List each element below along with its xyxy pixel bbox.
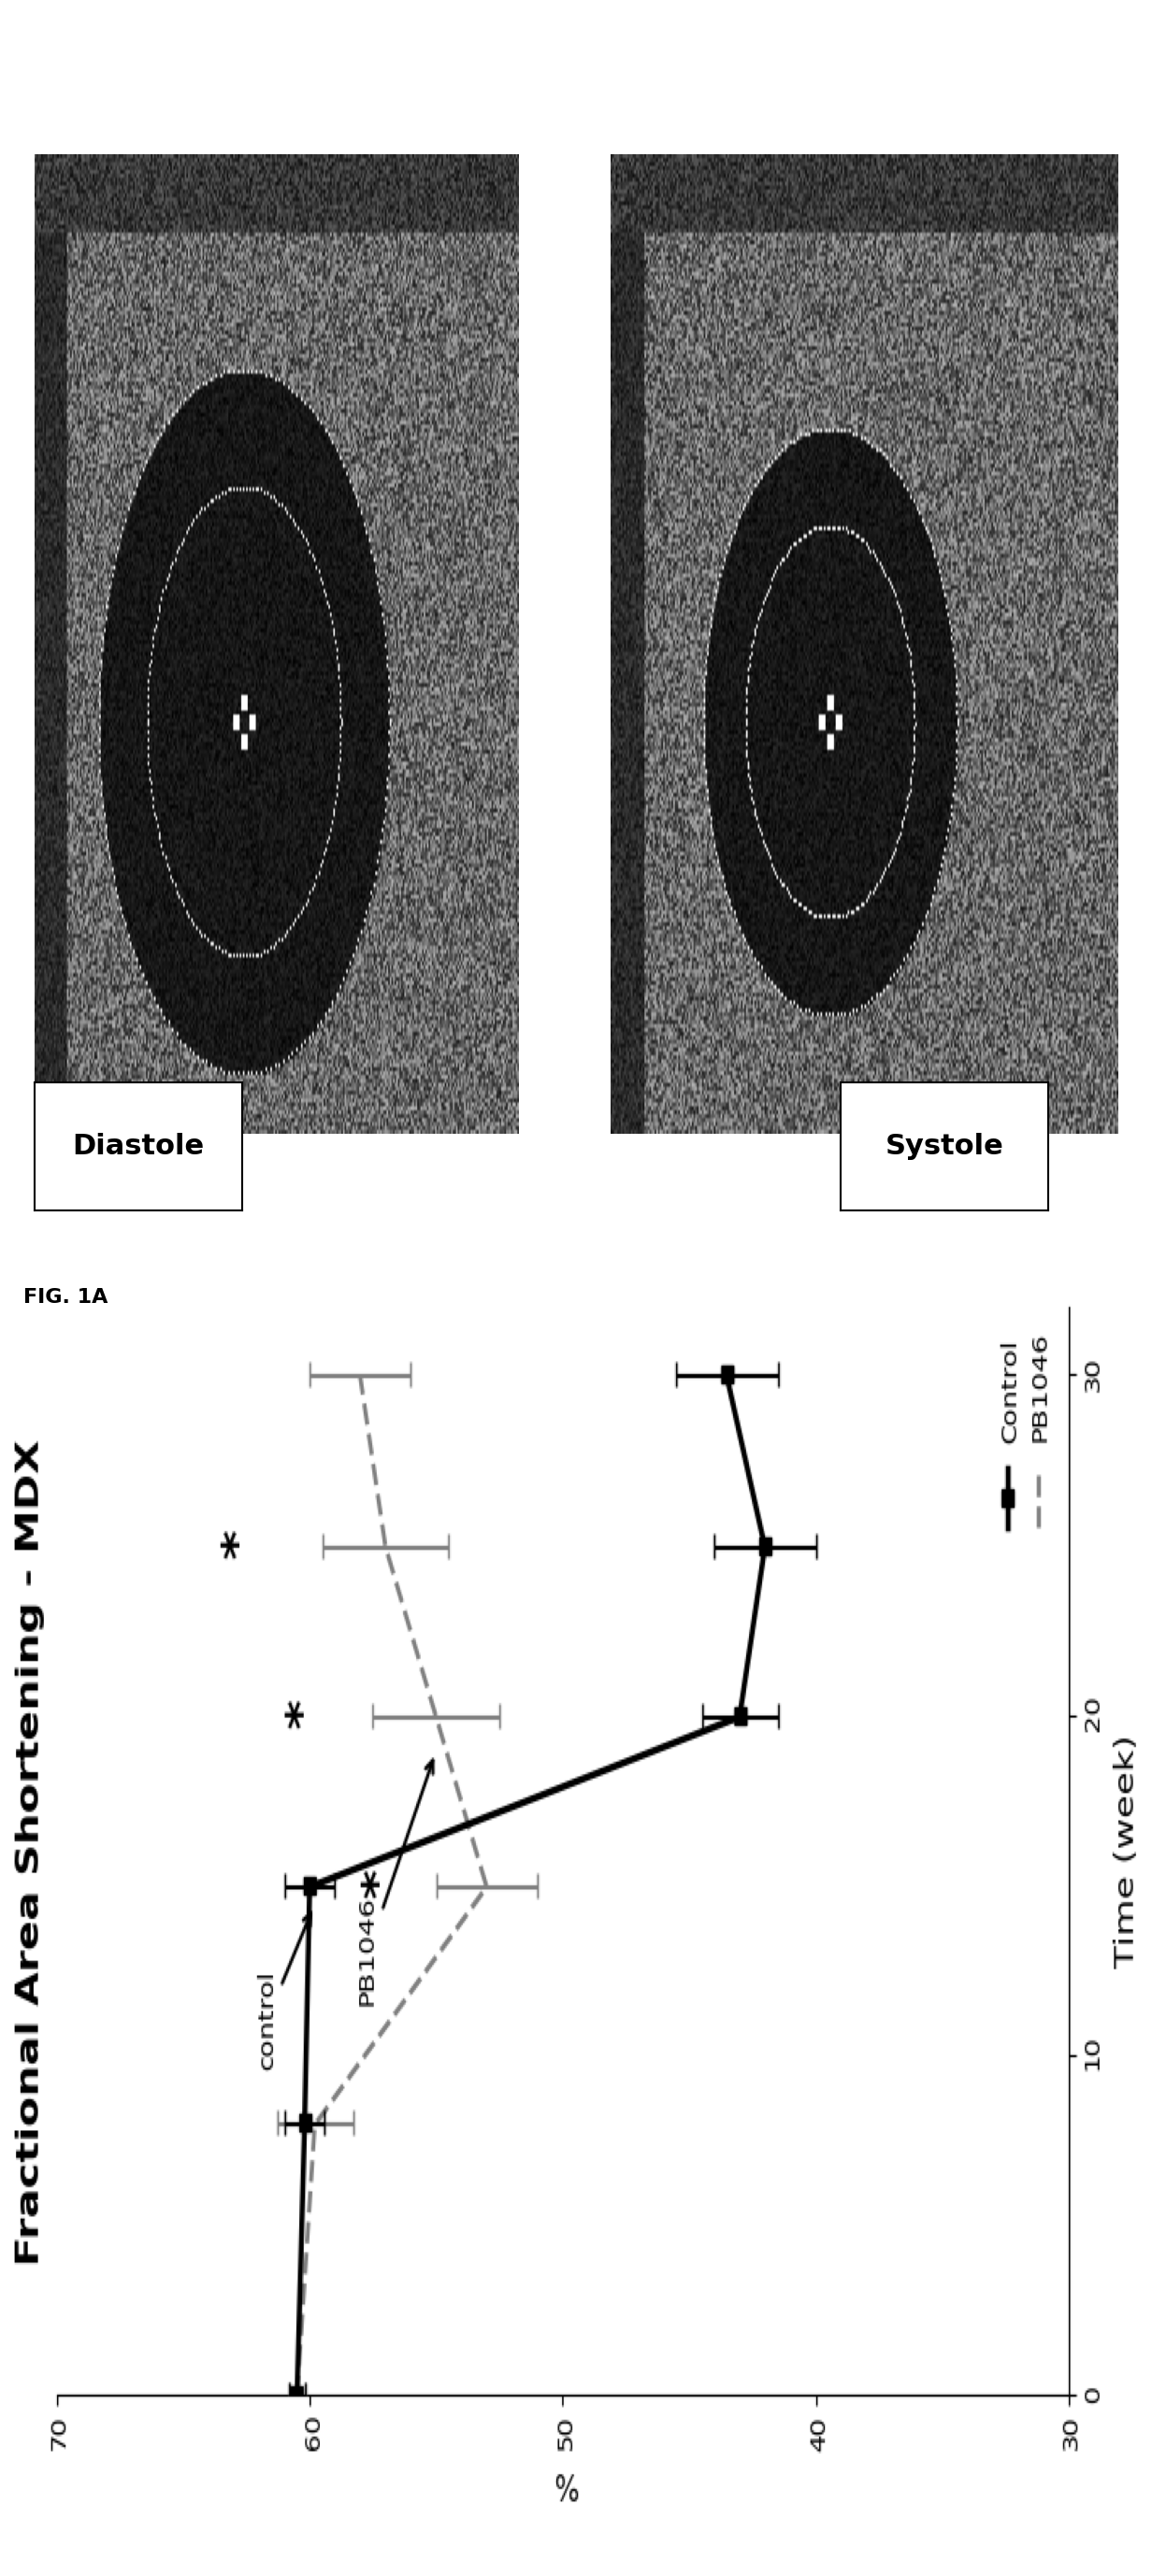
Text: Diastole: Diastole [73,1133,204,1159]
Text: Systole: Systole [886,1133,1003,1159]
Text: FIG. 1A: FIG. 1A [23,1288,107,1306]
